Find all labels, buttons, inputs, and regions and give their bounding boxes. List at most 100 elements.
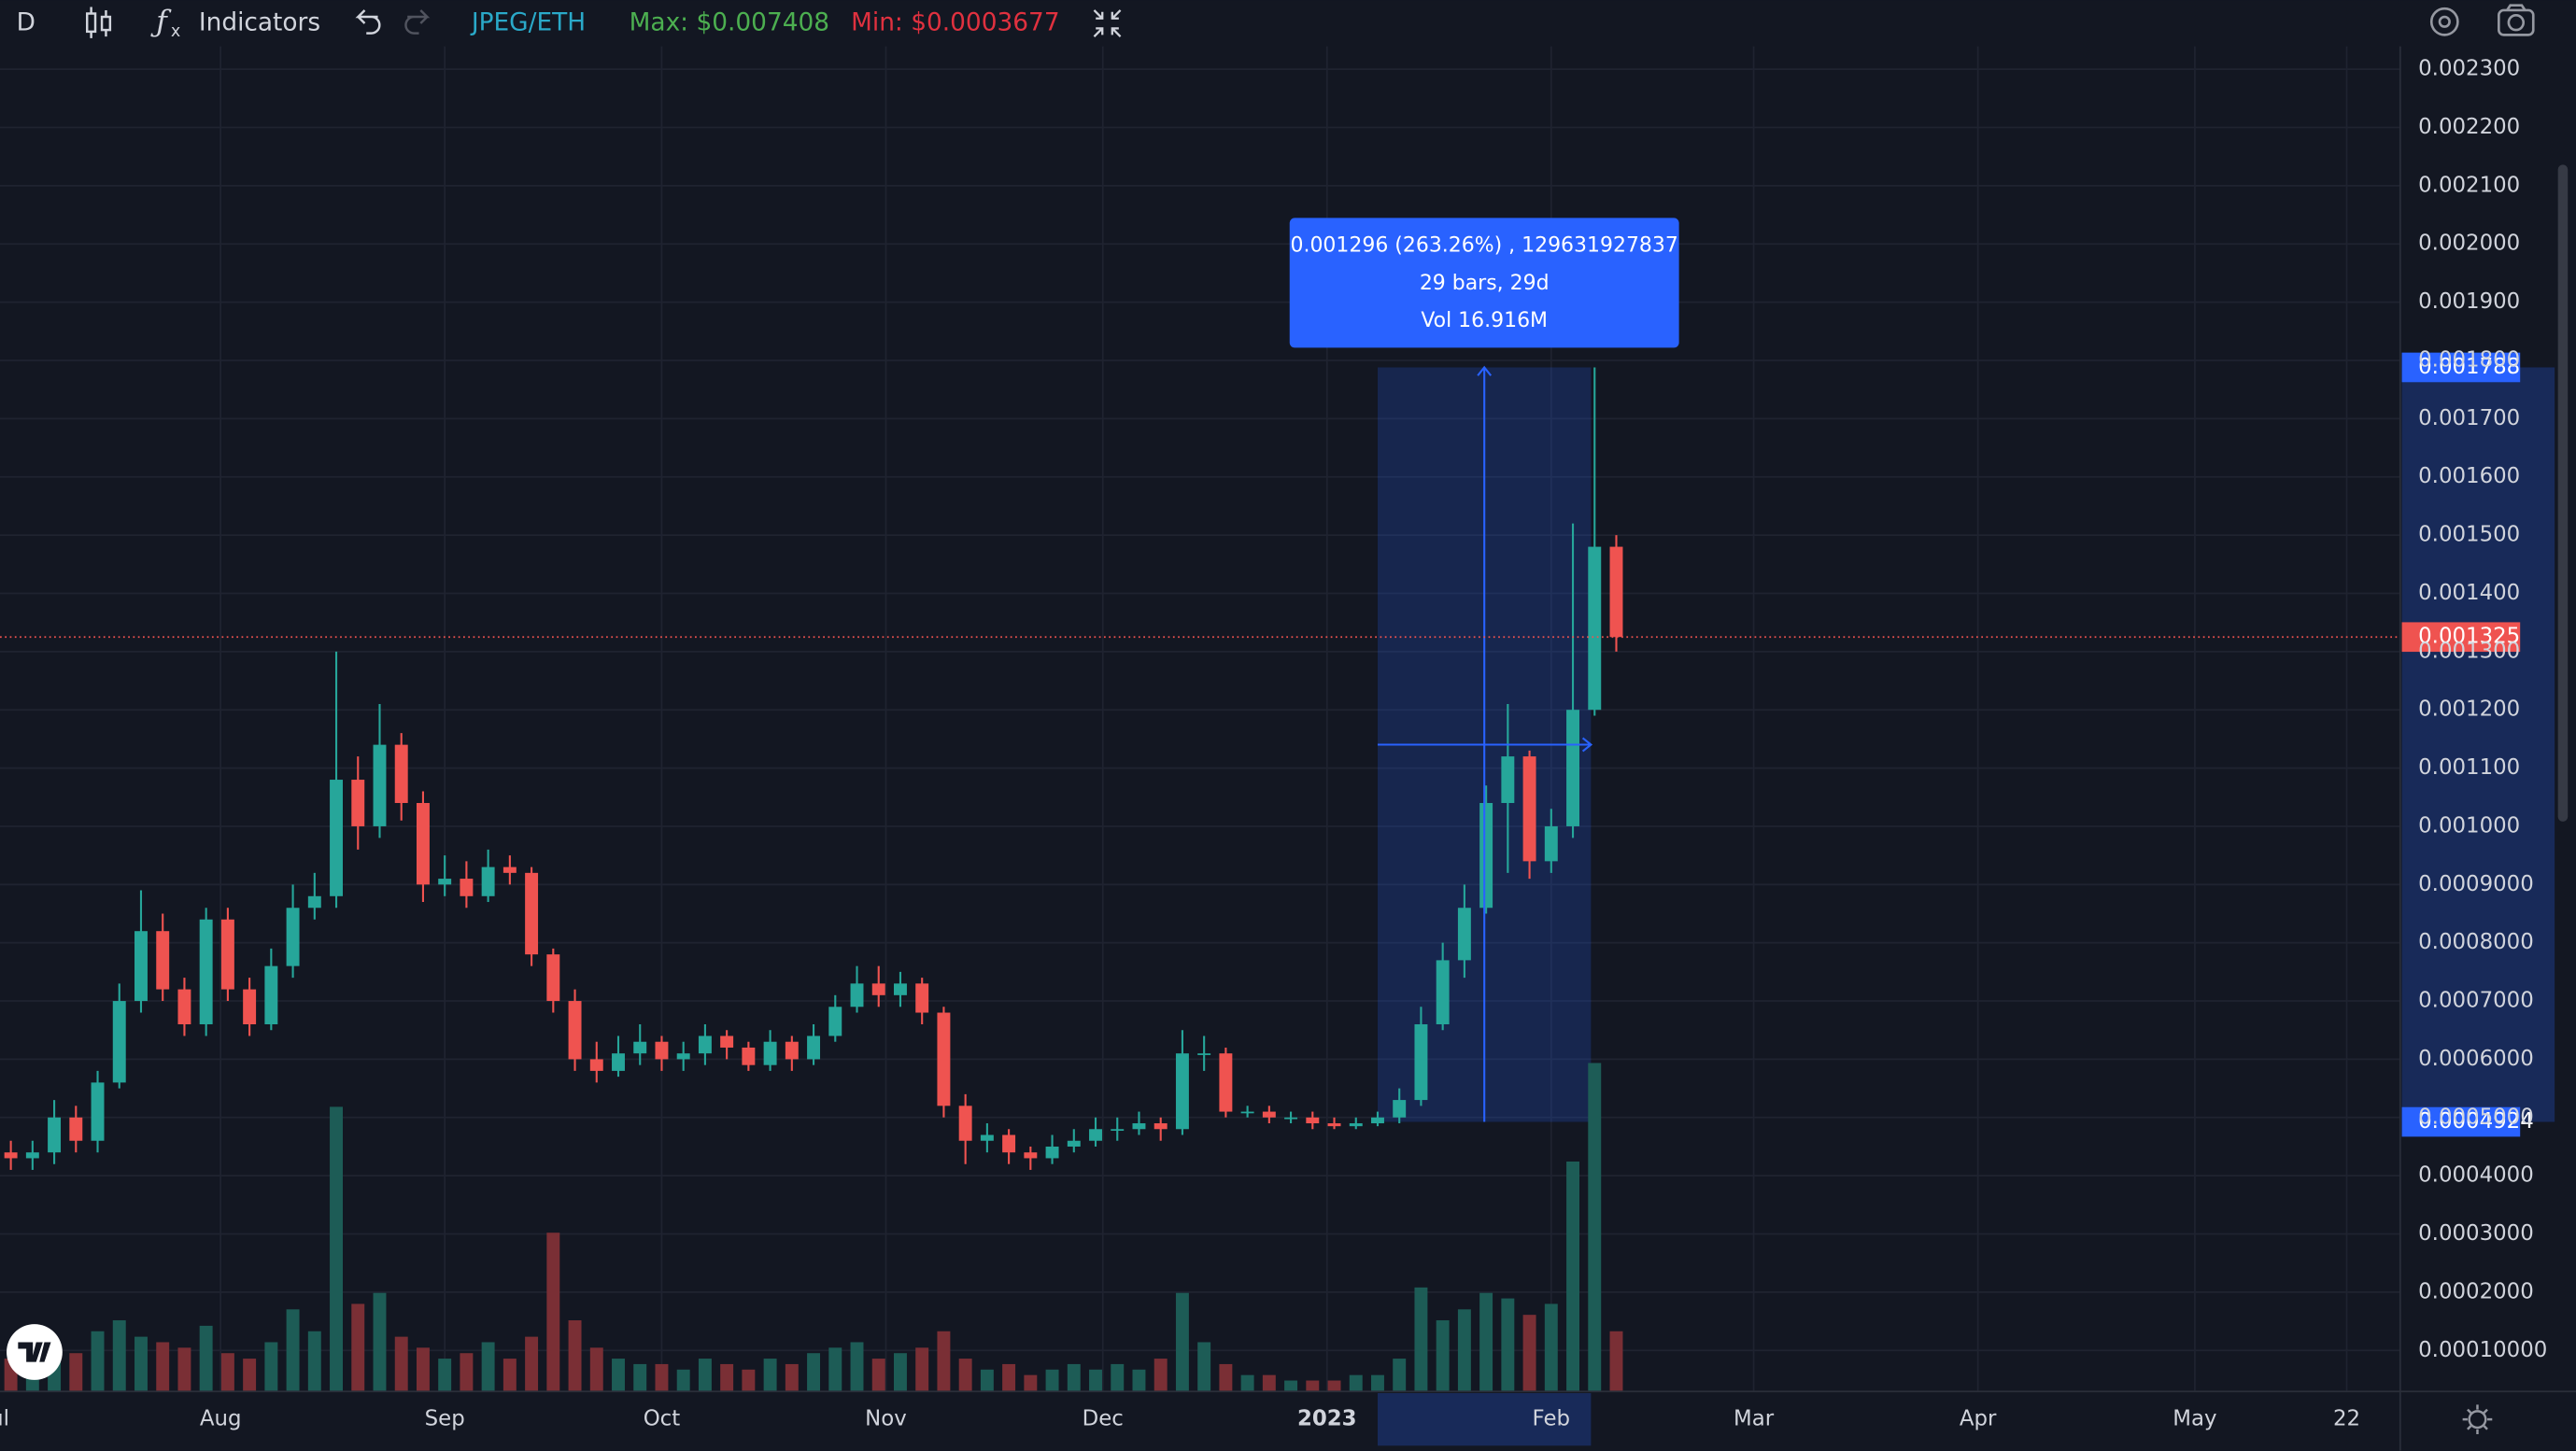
volume-bar [502, 1359, 517, 1392]
volume-bar [633, 1363, 647, 1392]
y-tick-label: 0.001500 [2418, 523, 2520, 547]
x-tick-label: Jul [0, 1407, 9, 1431]
candle-body [1067, 1140, 1081, 1147]
fullscreen-button[interactable] [1093, 9, 1122, 37]
y-tick-label: 0.001200 [2418, 697, 2520, 722]
y-tick-label: 0.002300 [2418, 57, 2520, 81]
candle-body [720, 1035, 734, 1048]
x-tick-label: Dec [1083, 1407, 1124, 1431]
volume-bar [1457, 1309, 1471, 1392]
y-tick-label: 0.001700 [2418, 406, 2520, 430]
volume-bar [1002, 1363, 1016, 1392]
volume-bar [1197, 1342, 1211, 1392]
redo-button[interactable] [404, 9, 431, 35]
y-tick-label: 0.001600 [2418, 464, 2520, 488]
y-tick-label: 0.0006000 [2418, 1047, 2534, 1071]
candle-body [1393, 1100, 1407, 1118]
volume-bar [785, 1363, 799, 1392]
volume-bar [1393, 1359, 1407, 1392]
volume-bar [1327, 1380, 1341, 1392]
candle-body [1154, 1123, 1168, 1130]
settings-button[interactable] [2429, 7, 2459, 36]
annotations: 0.001296 (263.26%) , 129631927837 29 bars… [0, 218, 2534, 1137]
candle-body [1175, 1053, 1189, 1130]
x-tick-label: 2023 [1297, 1407, 1357, 1431]
volume-bar [69, 1353, 83, 1392]
y-tick-label: 0.00010000 [2418, 1338, 2547, 1362]
volume-bar [1154, 1359, 1168, 1392]
volume-bar [980, 1369, 994, 1392]
volume-bar [1219, 1363, 1233, 1392]
volume-bar [1024, 1374, 1038, 1392]
volume-bar [828, 1347, 842, 1392]
candle-body [915, 983, 929, 1013]
volume-bar [1522, 1315, 1536, 1392]
volume-bar [330, 1106, 344, 1392]
undo-button[interactable] [355, 9, 381, 35]
candle-body [612, 1053, 625, 1071]
volume-bar [1544, 1303, 1558, 1392]
time-settings-button[interactable] [2462, 1404, 2493, 1434]
tradingview-logo[interactable] [7, 1324, 63, 1380]
volume-bar [112, 1320, 126, 1392]
scrollbar[interactable] [2557, 164, 2569, 822]
volume-bar [351, 1303, 365, 1392]
y-tick-label: 0.001000 [2418, 813, 2520, 838]
candle-body [502, 866, 517, 873]
candle-body [1089, 1129, 1102, 1141]
candle-body [1588, 546, 1602, 711]
volume-layer [4, 1063, 1623, 1392]
volume-bar [220, 1353, 234, 1392]
candle-body [69, 1117, 83, 1141]
indicators-icon[interactable]: ƒ [150, 6, 172, 39]
y-tick-label: 0.002100 [2418, 173, 2520, 197]
candle-body [807, 1035, 821, 1060]
chart-type-icon[interactable] [85, 7, 112, 38]
candle-body [1436, 960, 1450, 1025]
volume-bar [1284, 1380, 1298, 1392]
candle-body [1197, 1053, 1211, 1055]
toolbar: D ƒ x Indicators JPEG/ETH Max: $0.007408… [17, 4, 2535, 41]
volume-bar [134, 1336, 148, 1392]
volume-bar [1132, 1369, 1146, 1392]
candle-body [1132, 1123, 1146, 1130]
measure-info-line: Vol 16.916M [1421, 309, 1548, 332]
candle-body [828, 1007, 842, 1036]
volume-bar [91, 1331, 105, 1392]
candle-layer [4, 367, 1623, 1170]
candle-body [742, 1047, 756, 1065]
candle-body [633, 1041, 647, 1054]
candle-body [958, 1106, 972, 1141]
screenshot-button[interactable] [2498, 4, 2535, 36]
candle-body [1414, 1024, 1428, 1101]
volume-bar [156, 1342, 170, 1392]
interval-button[interactable]: D [17, 9, 35, 37]
volume-bar [1609, 1331, 1623, 1392]
volume-bar [1414, 1287, 1428, 1392]
candle-body [286, 908, 300, 966]
y-tick-label: 0.0005000 [2418, 1105, 2534, 1129]
candle-body [373, 744, 387, 826]
volume-bar [1349, 1374, 1363, 1392]
measure-info-line: 29 bars, 29d [1420, 272, 1550, 295]
y-tick-label: 0.0002000 [2418, 1279, 2534, 1303]
volume-bar [177, 1347, 191, 1392]
indicators-button[interactable]: Indicators [199, 9, 320, 37]
candle-body [546, 954, 560, 1002]
volume-bar [698, 1359, 712, 1392]
volume-bar [546, 1233, 560, 1392]
last-price-label-bg [2401, 622, 2521, 653]
volume-bar [915, 1347, 929, 1392]
volume-bar [893, 1353, 907, 1392]
volume-bar [1240, 1374, 1254, 1392]
volume-bar [264, 1342, 278, 1392]
y-tick-label: 0.0007000 [2418, 989, 2534, 1013]
candle-body [785, 1041, 799, 1060]
candle-body [1609, 546, 1623, 638]
candle-body [1522, 756, 1536, 862]
volume-bar [676, 1369, 690, 1392]
candle-body [1479, 802, 1493, 909]
max-label: Max: $0.007408 [630, 9, 829, 37]
